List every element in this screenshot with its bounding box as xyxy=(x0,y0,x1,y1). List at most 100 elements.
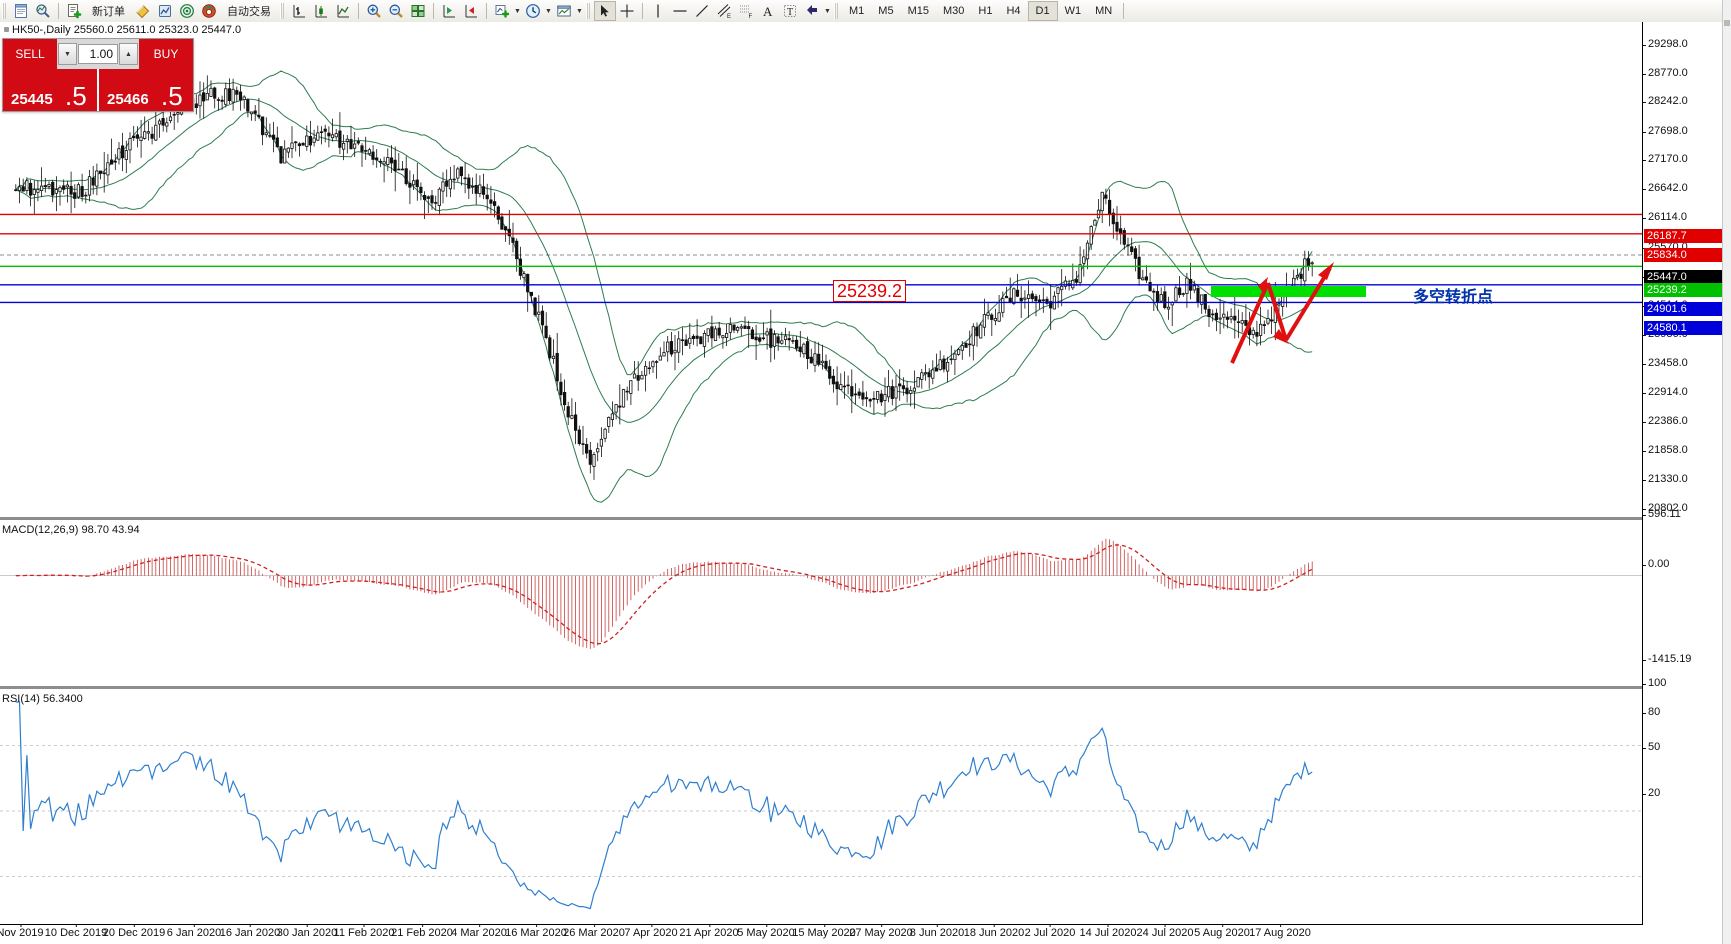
toolbar-separator-2 xyxy=(358,3,359,19)
time-axis[interactable]: Nov 2019 10 Dec 2019 20 Dec 2019 6 Jan 2020… xyxy=(0,924,1643,944)
crosshair-icon[interactable] xyxy=(616,1,638,21)
text-label-icon[interactable]: A xyxy=(757,1,779,21)
vertical-line-icon[interactable] xyxy=(647,1,669,21)
timeframe-m5[interactable]: M5 xyxy=(878,5,894,17)
price-tick: 23458.0 xyxy=(1643,357,1688,369)
scrollbar-thumb[interactable] xyxy=(1724,20,1730,26)
shift-end-icon[interactable] xyxy=(460,1,482,21)
price-level-label: 24901.6 xyxy=(1644,302,1724,316)
bb-lower xyxy=(15,111,1313,503)
add-indicator-icon[interactable] xyxy=(491,1,513,21)
rsi-tick: 100 xyxy=(1642,677,1667,689)
horizontal-line-icon[interactable] xyxy=(669,1,691,21)
time-tick: 5 Aug 2020 xyxy=(1194,924,1250,939)
sell-price-cell[interactable]: 25445 .5 xyxy=(3,69,97,111)
toolbar-separator-4 xyxy=(486,3,487,19)
macd-label: MACD(12,26,9) 98.70 43.94 xyxy=(2,524,140,536)
expert-advisors-icon[interactable] xyxy=(132,1,154,21)
timeframe-w1[interactable]: W1 xyxy=(1064,5,1082,17)
macd-tick: 596.11 xyxy=(1643,508,1681,520)
time-tick: 24 Jul 2020 xyxy=(1136,924,1194,939)
cursor-icon[interactable] xyxy=(594,1,616,21)
volume-control[interactable]: ▼ 1.00 ▲ xyxy=(57,39,139,69)
shift-start-icon[interactable] xyxy=(438,1,460,21)
trend-arrow-down-1 xyxy=(1266,282,1288,341)
zoom-in-icon[interactable] xyxy=(363,1,385,21)
toolbar-grip-1[interactable] xyxy=(2,3,7,19)
chart-window[interactable]: HK50-,Daily 25560.0 25611.0 25323.0 2544… xyxy=(0,22,1731,944)
macd-pane xyxy=(0,538,1643,649)
new-order-button[interactable]: 新订单 xyxy=(92,6,125,18)
candlestick-chart-icon[interactable] xyxy=(310,1,332,21)
time-tick: 14 Jul 2020 xyxy=(1079,924,1137,939)
toolbar-separator-3 xyxy=(433,3,434,19)
buy-price-decimal: .5 xyxy=(161,81,183,111)
toolbar-grip-2[interactable] xyxy=(280,3,285,19)
price-tick: 22386.0 xyxy=(1643,415,1688,427)
timeframe-d1[interactable]: D1 xyxy=(1027,1,1058,21)
toolbar-grip-4[interactable] xyxy=(834,3,839,19)
timeframe-m30[interactable]: M30 xyxy=(942,5,965,17)
volume-decrement-button[interactable]: ▼ xyxy=(58,43,77,65)
tile-windows-icon[interactable] xyxy=(407,1,429,21)
timeframe-mn[interactable]: MN xyxy=(1095,5,1113,17)
time-tick: 6 Jan 2020 xyxy=(166,924,222,939)
sell-button[interactable]: SELL xyxy=(3,39,57,69)
equidistant-channel-icon[interactable]: E xyxy=(713,1,735,21)
arrows-dropdown-arrow[interactable]: ▼ xyxy=(824,7,831,15)
time-tick: 4 Mar 2020 xyxy=(451,924,507,939)
new-chart-icon[interactable] xyxy=(10,1,32,21)
buy-price-cell[interactable]: 25466 .5 xyxy=(97,69,193,111)
macd-tick: 0.00 xyxy=(1642,558,1670,570)
svg-text:F: F xyxy=(749,14,753,19)
sell-price-decimal: .5 xyxy=(65,81,87,111)
line-chart-icon[interactable] xyxy=(332,1,354,21)
trend-arrow-head-1 xyxy=(1258,277,1268,294)
one-click-trading-panel[interactable]: SELL ▼ 1.00 ▲ BUY 25445 .5 25466 .5 xyxy=(2,38,194,112)
macd-pane-separator xyxy=(0,517,1643,520)
window-scrollbar[interactable] xyxy=(1722,0,1731,944)
price-tick: 27170.0 xyxy=(1643,153,1688,165)
timeframe-m1[interactable]: M1 xyxy=(849,5,865,17)
time-tick: 27 May 2020 xyxy=(849,924,913,939)
price-tick: 21330.0 xyxy=(1643,473,1688,485)
timeframe-h4[interactable]: H4 xyxy=(1006,5,1021,17)
add-indicator-dropdown-arrow[interactable]: ▼ xyxy=(514,7,521,15)
timeframe-h1[interactable]: H1 xyxy=(978,5,993,17)
macd-signal-line xyxy=(15,544,1313,645)
price-axis[interactable]: 29298.0 28770.0 28242.0 27698.0 27170.0 26642… xyxy=(1642,22,1731,944)
period-clock-icon[interactable] xyxy=(522,1,544,21)
time-tick: 11 Feb 2020 xyxy=(333,924,395,939)
trend-arrow-up-2 xyxy=(1284,266,1332,342)
volume-input[interactable]: 1.00 xyxy=(78,44,118,64)
market-watch-icon[interactable] xyxy=(32,1,54,21)
bb-upper xyxy=(15,70,1313,383)
period-dropdown-arrow[interactable]: ▼ xyxy=(545,7,552,15)
fibonacci-icon[interactable]: F xyxy=(735,1,757,21)
time-tick: 8 Jun 2020 xyxy=(909,924,965,939)
time-tick: 5 May 2020 xyxy=(737,924,795,939)
volume-increment-button[interactable]: ▲ xyxy=(119,43,138,65)
rsi-pane xyxy=(0,701,1643,910)
arrows-icon[interactable] xyxy=(801,1,823,21)
chart-header-text: HK50-,Daily 25560.0 25611.0 25323.0 2544… xyxy=(12,24,242,36)
trendline-icon[interactable] xyxy=(691,1,713,21)
new-order-icon[interactable] xyxy=(63,1,85,21)
buy-button[interactable]: BUY xyxy=(139,39,193,69)
toolbar-separator-6 xyxy=(1123,3,1125,19)
templates-icon[interactable] xyxy=(553,1,575,21)
bar-chart-icon[interactable] xyxy=(288,1,310,21)
zoom-out-icon[interactable] xyxy=(385,1,407,21)
chart-canvas[interactable] xyxy=(0,22,1643,925)
signals-icon[interactable] xyxy=(176,1,198,21)
text-box-icon[interactable]: T xyxy=(779,1,801,21)
chart-status-dot xyxy=(4,27,9,32)
toolbar-grip-3[interactable] xyxy=(586,3,591,19)
indicators-icon[interactable] xyxy=(154,1,176,21)
price-tick: 20802.0 xyxy=(1643,502,1688,514)
timeframe-m15[interactable]: M15 xyxy=(907,5,929,17)
autotrading-icon[interactable] xyxy=(198,1,220,21)
price-level-label: 24580.1 xyxy=(1644,321,1724,335)
autotrading-button[interactable]: 自动交易 xyxy=(227,6,271,18)
templates-dropdown-arrow[interactable]: ▼ xyxy=(576,7,583,15)
